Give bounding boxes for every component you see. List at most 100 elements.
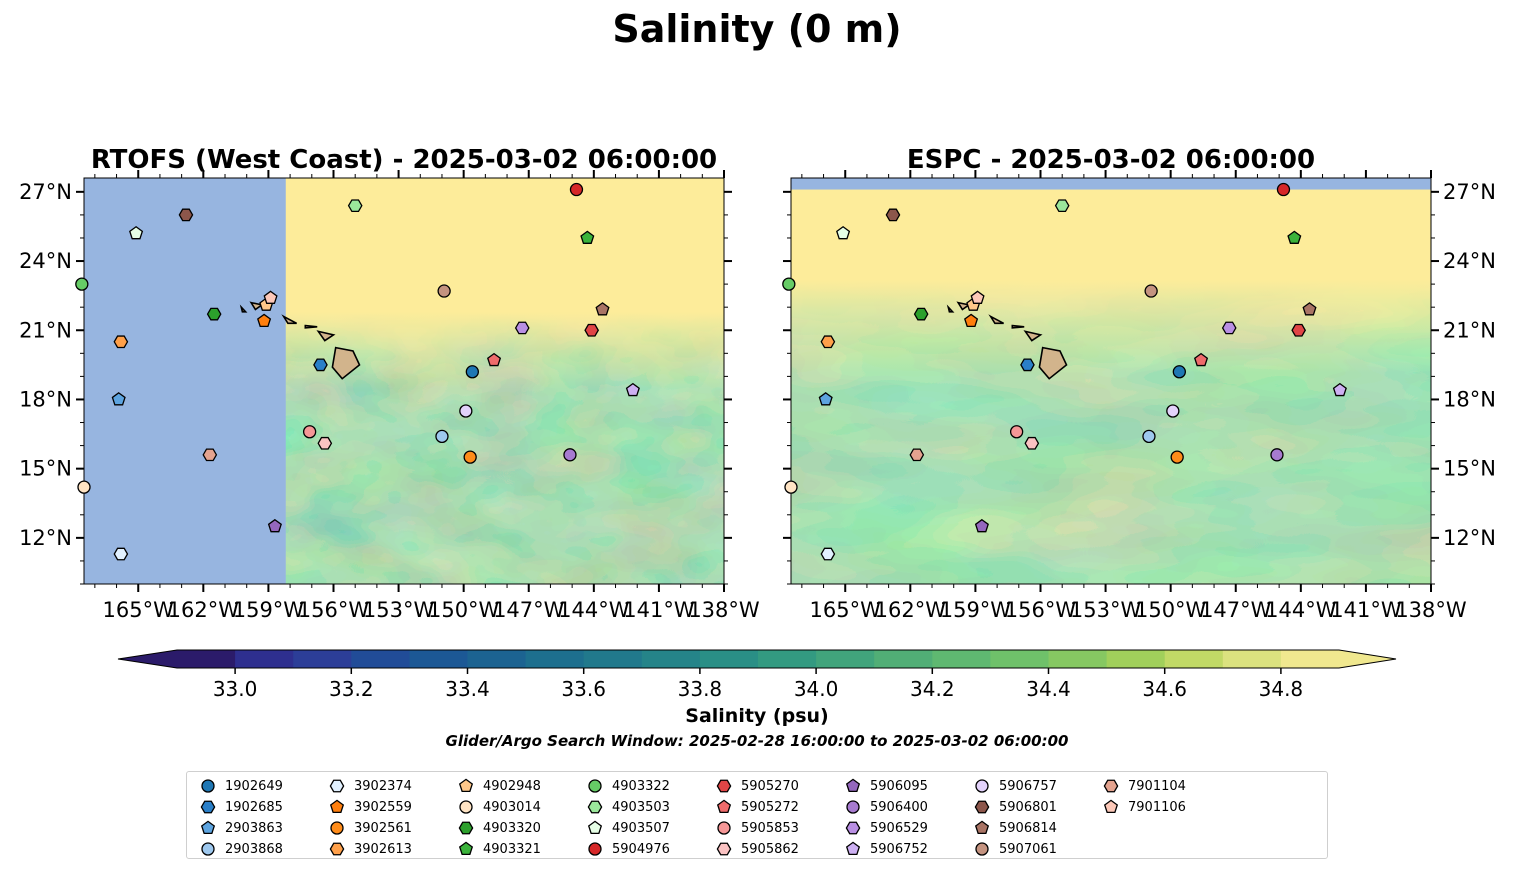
legend-symbol	[330, 821, 344, 835]
legend-label: 5906400	[870, 799, 928, 815]
float-4903503	[1054, 199, 1070, 213]
colorbar-tick-label: 33.8	[678, 677, 723, 701]
colorbar-tick-label: 34.6	[1142, 677, 1187, 701]
legend-marker-circle	[717, 821, 731, 835]
rtofs-title: RTOFS (West Coast) - 2025-03-02 06:00:00	[91, 145, 717, 175]
legend-label: 5906752	[870, 841, 928, 857]
colorbar-segment	[409, 650, 469, 668]
legend-marker-pentagon	[716, 799, 732, 813]
legend-symbol	[458, 841, 474, 855]
colorbar-segment	[641, 650, 701, 668]
y-tick-label: 18°N	[19, 387, 72, 411]
x-tick-label: 138°W	[688, 598, 760, 622]
legend-marker-pentagon	[200, 820, 216, 834]
legend-symbol	[845, 821, 861, 835]
x-tick-label: 150°W	[428, 598, 500, 622]
y-tick-label: 21°N	[1443, 318, 1496, 342]
colorbar-tick-label: 33.2	[329, 677, 374, 701]
legend-marker-hexagon	[587, 800, 603, 814]
float-4903014	[77, 480, 91, 494]
float-1902685	[1020, 358, 1035, 372]
float-5906801	[885, 208, 901, 222]
espc-panel	[791, 178, 1431, 584]
legend-label: 5906801	[999, 799, 1057, 815]
legend-marker-circle	[201, 779, 215, 793]
legend-label: 5905270	[741, 778, 799, 794]
espc-axes: 165°W162°W159°W156°W153°W150°W147°W144°W…	[783, 170, 1496, 622]
legend-item: 3902559	[328, 798, 412, 816]
float-7901104	[202, 448, 218, 462]
float-1902685	[313, 358, 328, 372]
legend-label: 5906757	[999, 778, 1057, 794]
float-4903507	[836, 225, 851, 240]
y-tick-label: 18°N	[1443, 387, 1496, 411]
x-tick-label: 147°W	[1200, 598, 1272, 622]
legend-symbol	[458, 778, 474, 792]
legend-item: 2903863	[199, 819, 283, 837]
y-tick-label: 24°N	[19, 249, 72, 273]
x-tick-label: 144°W	[558, 598, 630, 622]
legend-label: 4903320	[483, 820, 541, 836]
colorbar-tick-label: 34.2	[910, 677, 955, 701]
legend-marker-pentagon	[458, 778, 474, 792]
legend-marker-hexagon	[974, 800, 990, 814]
y-tick-label: 27°N	[19, 180, 72, 204]
legend-marker-pentagon	[845, 778, 861, 792]
x-tick-label: 150°W	[1135, 598, 1207, 622]
float-4903321	[580, 230, 595, 244]
float-3902613	[113, 335, 129, 349]
legend-symbol	[975, 779, 989, 793]
legend-label: 4903014	[483, 799, 541, 815]
legend-marker-hexagon	[716, 842, 732, 856]
island-3	[281, 314, 297, 325]
float-5905853	[1009, 425, 1024, 439]
legend-label: 3902374	[354, 778, 412, 794]
island-1	[1023, 330, 1043, 342]
colorbar-tick-label: 33.4	[445, 677, 490, 701]
rtofs-frame	[83, 177, 725, 585]
legend-marker-hexagon	[329, 842, 345, 856]
float-2903868	[435, 429, 449, 444]
legend-item: 4903507	[586, 819, 670, 837]
legend-marker-pentagon	[974, 820, 990, 834]
legend-item: 5905272	[715, 798, 799, 816]
legend-symbol	[201, 779, 215, 793]
x-tick-label: 153°W	[1070, 598, 1142, 622]
x-tick-label: 153°W	[363, 598, 435, 622]
legend-label: 5905272	[741, 799, 799, 815]
float-4903014	[784, 480, 798, 494]
colorbar-high-extension	[1339, 650, 1396, 668]
legend-item: 4903320	[457, 819, 541, 837]
legend-symbol	[845, 778, 861, 792]
legend-item: 4903322	[586, 777, 670, 795]
float-3902613	[820, 335, 836, 349]
colorbar-tick-label: 33.6	[561, 677, 606, 701]
legend-symbol	[1103, 799, 1119, 813]
legend-label: 4902948	[483, 778, 541, 794]
colorbar-segment	[351, 650, 410, 668]
hawaiian-islands	[239, 301, 361, 380]
rtofs-no-data-region	[84, 178, 286, 584]
legend-marker-circle	[201, 842, 215, 856]
float-5905272	[486, 352, 502, 367]
colorbar-segment	[293, 650, 352, 668]
x-tick-label: 156°W	[298, 598, 370, 622]
legend-item: 7901104	[1102, 777, 1186, 795]
legend-label: 7901106	[1128, 799, 1186, 815]
float-5904976	[1276, 182, 1291, 197]
legend-item: 5905853	[715, 819, 799, 837]
legend-symbol	[587, 820, 603, 834]
legend-marker-pentagon	[458, 841, 474, 855]
float-5906095	[267, 518, 282, 533]
rtofs-axes: 165°W162°W159°W156°W153°W150°W147°W144°W…	[19, 170, 760, 622]
colorbar-tick-label: 34.8	[1259, 677, 1304, 701]
legend-marker-hexagon	[200, 800, 216, 814]
legend-label: 3902559	[354, 799, 412, 815]
float-4903322	[782, 277, 796, 291]
x-tick-label: 144°W	[1265, 598, 1337, 622]
colorbar-segment	[1222, 650, 1282, 668]
legend-item: 4903503	[586, 798, 670, 816]
colorbar-tick-label: 33.0	[213, 677, 258, 701]
legend-marker-circle	[975, 779, 989, 793]
island-4	[956, 301, 971, 311]
